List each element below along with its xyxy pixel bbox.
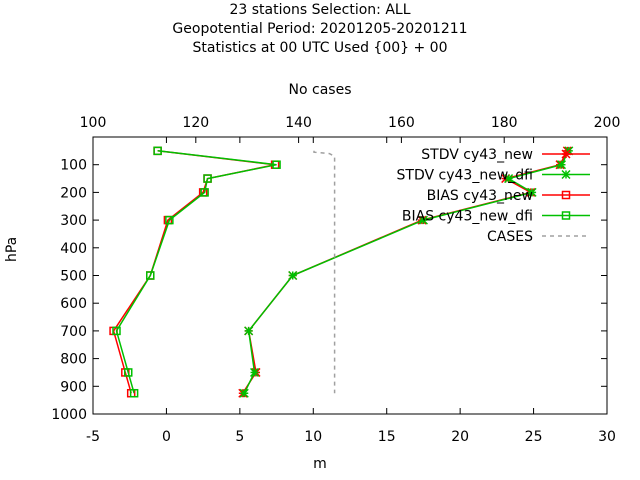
point-marker [146,271,155,280]
point-marker [244,326,254,336]
x2-tick-label: 200 [594,115,621,131]
y-tick-label: 300 [60,213,87,229]
point-marker [556,160,567,170]
series-line [115,150,277,394]
legend-label: BIAS cy43_new_dfi [402,209,533,225]
chart-title-line-2: Geopotential Period: 20201205-20201211 [172,21,468,37]
point-marker [561,149,571,159]
x-tick-label: 25 [525,429,543,445]
point-marker [239,388,249,398]
x-tick-label: -5 [86,429,100,445]
x-tick-label: 15 [378,429,396,445]
point-marker [250,367,260,377]
x-tick-label: 30 [598,429,616,445]
legend-entry: STDV cy43_new_dfi [397,168,590,184]
legend-entry: STDV cy43_new [421,147,590,163]
point-marker [112,326,121,336]
point-marker [418,215,428,225]
series-bias-cy43-new-dfi [112,146,281,398]
x2-tick-label: 160 [388,115,415,131]
point-marker [129,388,139,398]
point-marker [561,211,571,220]
legend-entry: CASES [487,229,590,245]
y-tick-label: 400 [60,241,87,257]
series-line [112,150,276,394]
legend-label: BIAS cy43_new [427,188,533,204]
series-stdv-cy43-new-dfi [239,146,574,398]
point-marker [288,270,298,281]
x-tick-label: 0 [162,429,171,445]
point-marker [272,160,281,169]
legend-entry: BIAS cy43_new [427,188,590,204]
x-tick-label: 10 [304,429,322,445]
chart-title-line-3: Statistics at 00 UTC Used {00} + 00 [192,40,448,56]
y-tick-label: 200 [60,185,87,201]
point-marker [561,169,571,180]
point-marker [200,188,209,197]
point-marker [504,174,514,184]
legend-entry: BIAS cy43_new_dfi [402,209,590,225]
y-tick-label: 100 [60,158,87,174]
point-marker [203,174,212,183]
point-marker [527,187,537,197]
point-marker [153,146,162,156]
series-line [313,150,336,394]
point-marker [165,215,174,225]
point-marker [123,368,133,377]
x2-tick-label: 140 [285,115,312,131]
x-axis-title: m [313,456,327,472]
y-tick-label: 700 [60,324,87,340]
x-tick-label: 5 [235,429,244,445]
y-tick-label: 900 [60,379,87,395]
legend-label: STDV cy43_new [421,147,533,163]
x2-tick-label: 100 [80,115,107,131]
y-tick-label: 500 [60,269,87,285]
y-tick-label: 600 [60,296,87,312]
legend-label: CASES [487,229,533,245]
x-tick-label: 20 [451,429,469,445]
y-tick-label: 1000 [51,407,87,423]
legend-label: STDV cy43_new_dfi [397,168,533,184]
x2-tick-label: 180 [491,115,518,131]
x2-tick-label: 120 [182,115,209,131]
top-axis-title: No cases [288,82,352,98]
series-cases [313,150,336,394]
chart-title-line-1: 23 stations Selection: ALL [229,2,411,18]
y-tick-label: 800 [60,352,87,368]
point-marker [561,190,571,200]
